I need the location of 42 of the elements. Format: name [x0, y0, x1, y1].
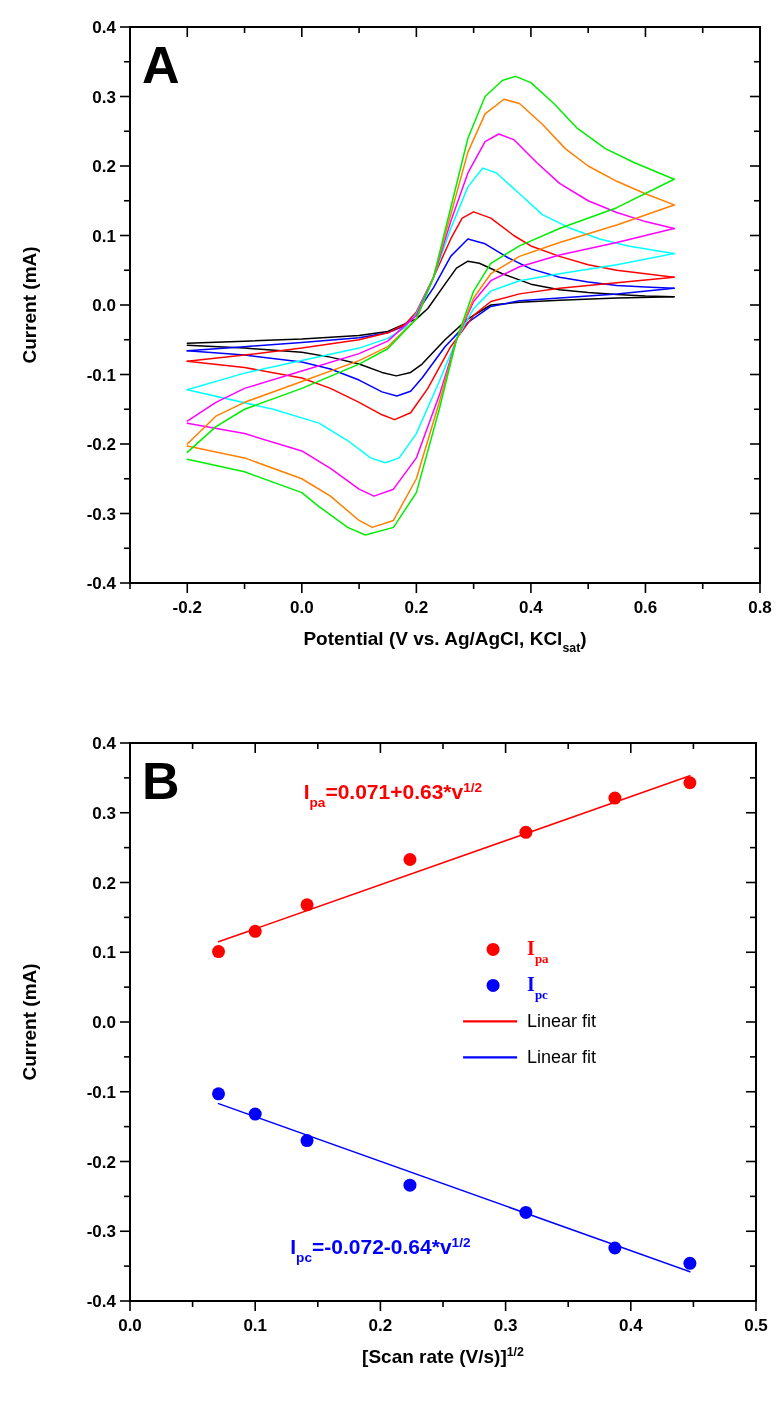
- x-tick-label: 0.8: [748, 598, 772, 617]
- y-tick-label: -0.3: [86, 1222, 116, 1242]
- x-tick-label: 0.0: [290, 598, 314, 617]
- y-tick-label: 0.3: [92, 87, 116, 107]
- y-tick-label: -0.4: [86, 1292, 117, 1311]
- y-tick-label: -0.1: [86, 365, 116, 385]
- y-tick-label: -0.2: [86, 435, 116, 454]
- y-tick-label: 0.0: [92, 1013, 116, 1032]
- y-tick-label: -0.3: [86, 504, 116, 524]
- x-tick-label: 0.1: [243, 1316, 268, 1335]
- x-tick-label: 0.2: [404, 598, 429, 617]
- x-tick-label: 0.4: [519, 598, 544, 617]
- legend-label: Linear fit: [527, 1047, 597, 1068]
- x-tick-label: -0.2: [172, 598, 202, 617]
- y-axis-title: Current (mA): [19, 246, 40, 364]
- y-tick-label: 0.2: [92, 873, 116, 893]
- x-tick-label: 0.6: [633, 598, 658, 617]
- y-axis-title: Current (mA): [19, 963, 40, 1081]
- legend-label: I$_{pc}$: [527, 973, 549, 1002]
- x-axis-title: [Scan rate (V/s)]$^{1/2}$: [362, 1345, 525, 1367]
- x-tick-label: 0.4: [618, 1316, 644, 1335]
- x-axis-title: Potential (V vs. Ag/AgCl, KCl$_{sat}$): [303, 628, 587, 655]
- chart-title: B: [142, 752, 180, 810]
- annotation: I$_{pc}$=-0.072-0.64*v$^{1/2}$: [290, 1234, 471, 1265]
- y-tick-label: -0.2: [86, 1152, 116, 1172]
- y-tick-label: 0.3: [92, 803, 116, 823]
- y-tick-label: 0.4: [92, 734, 117, 753]
- y-tick-label: 0.4: [92, 18, 117, 37]
- y-tick-label: -0.1: [86, 1082, 116, 1102]
- legend-label: Linear fit: [527, 1011, 597, 1032]
- x-tick-label: 0.5: [744, 1316, 768, 1335]
- y-tick-label: 0.1: [92, 943, 116, 963]
- y-tick-label: 0.0: [92, 296, 116, 315]
- y-tick-label: 0.1: [92, 226, 116, 246]
- x-tick-label: 0.3: [493, 1316, 518, 1335]
- legend-label: I$_{pa}$: [527, 937, 550, 966]
- annotation: I$_{pa}$=0.071+0.63*v$^{1/2}$: [303, 779, 483, 810]
- x-tick-label: 0.2: [368, 1316, 393, 1335]
- y-tick-label: 0.2: [92, 157, 116, 176]
- x-tick-label: 0.0: [118, 1316, 142, 1335]
- chart-title: A: [142, 36, 180, 94]
- y-tick-label: -0.4: [86, 574, 117, 593]
